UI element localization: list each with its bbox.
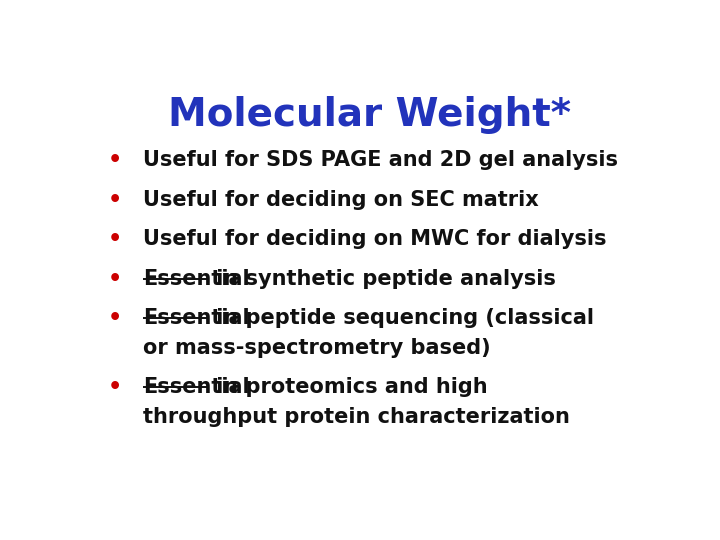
Text: Useful for deciding on SEC matrix: Useful for deciding on SEC matrix <box>143 190 539 210</box>
Text: •: • <box>108 377 122 397</box>
Text: •: • <box>108 229 122 249</box>
Text: in proteomics and high: in proteomics and high <box>209 377 487 397</box>
Text: in peptide sequencing (classical: in peptide sequencing (classical <box>209 308 594 328</box>
Text: in synthetic peptide analysis: in synthetic peptide analysis <box>209 268 556 288</box>
Text: •: • <box>108 308 122 328</box>
Text: •: • <box>108 268 122 288</box>
Text: •: • <box>108 150 122 170</box>
Text: •: • <box>108 190 122 210</box>
Text: Essential: Essential <box>143 268 250 288</box>
Text: Essential: Essential <box>143 308 250 328</box>
Text: throughput protein characterization: throughput protein characterization <box>143 407 570 428</box>
Text: Molecular Weight*: Molecular Weight* <box>168 96 570 134</box>
Text: Essential: Essential <box>143 377 250 397</box>
Text: or mass-spectrometry based): or mass-spectrometry based) <box>143 338 490 358</box>
Text: Useful for SDS PAGE and 2D gel analysis: Useful for SDS PAGE and 2D gel analysis <box>143 150 618 170</box>
Text: Useful for deciding on MWC for dialysis: Useful for deciding on MWC for dialysis <box>143 229 606 249</box>
